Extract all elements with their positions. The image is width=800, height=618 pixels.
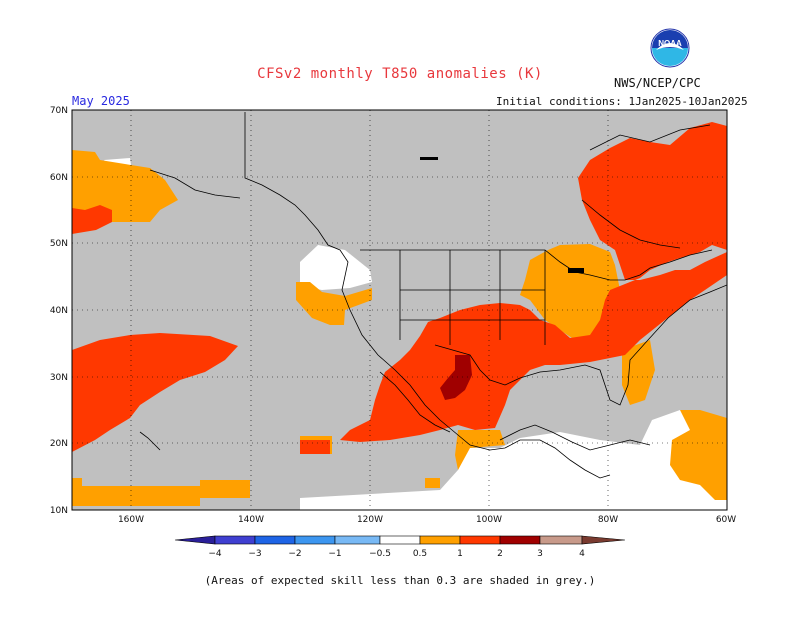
anomaly-2-to-3 [440, 355, 472, 400]
map-title: CFSv2 monthly T850 anomalies (K) [257, 66, 543, 82]
coastlines-and-borders [139, 112, 727, 479]
colorbar-cell [499, 535, 541, 545]
colorbar-label: 0.5 [413, 549, 427, 559]
lat-label: 30N [50, 373, 68, 383]
colorbar-cell [539, 535, 583, 545]
lon-label: 120W [357, 515, 383, 525]
colorbar-cell [379, 535, 421, 545]
colorbar-label: 1 [457, 549, 463, 559]
lat-label: 40N [50, 306, 68, 316]
colorbar-label: −3 [248, 549, 261, 559]
logo-text: NOAA [658, 39, 682, 48]
initial-conditions: Initial conditions: 1Jan2025-10Jan2025 [496, 95, 748, 108]
lat-label: 20N [50, 439, 68, 449]
colorbar-label: −4 [208, 549, 222, 559]
colorbar-labels: −4 −3 −2 −1 −0.5 0.5 1 2 3 4 [208, 549, 585, 559]
longitude-labels: 160W 140W 120W 100W 80W 60W [118, 515, 736, 525]
graticule [72, 110, 727, 510]
colorbar-cell [174, 535, 216, 545]
colorbar-label: 4 [579, 549, 585, 559]
colorbar [174, 535, 626, 545]
lat-label: 10N [50, 506, 68, 516]
map-frame [71, 109, 728, 511]
colorbar-label: 3 [537, 549, 543, 559]
lon-label: 60W [716, 515, 736, 525]
lon-label: 140W [238, 515, 264, 525]
colorbar-cell [294, 535, 336, 545]
lon-label: 80W [598, 515, 618, 525]
lon-label: 160W [118, 515, 144, 525]
noaa-logo: NOAA [650, 28, 690, 68]
month-label: May 2025 [72, 94, 130, 108]
colorbar-cell [214, 535, 256, 545]
lat-label: 50N [50, 239, 68, 249]
lat-label: 60N [50, 173, 68, 183]
colorbar-label: −0.5 [369, 549, 391, 559]
colorbar-cell [459, 535, 501, 545]
colorbar-cell [334, 535, 381, 545]
latitude-labels: 70N 60N 50N 40N 30N 20N 10N [50, 106, 68, 516]
colorbar-cell [581, 535, 626, 545]
lon-label: 100W [476, 515, 502, 525]
colorbar-label: 2 [497, 549, 503, 559]
colorbar-cell [419, 535, 461, 545]
colorbar-label: −1 [328, 549, 341, 559]
source-label: NWS/NCEP/CPC [614, 76, 701, 90]
anomaly-1-to-2 [72, 122, 727, 454]
colorbar-cell [254, 535, 296, 545]
lat-label: 70N [50, 106, 68, 116]
colorbar-label: −2 [288, 549, 301, 559]
lakes [420, 157, 584, 273]
skill-footnote: (Areas of expected skill less than 0.3 a… [204, 574, 596, 587]
